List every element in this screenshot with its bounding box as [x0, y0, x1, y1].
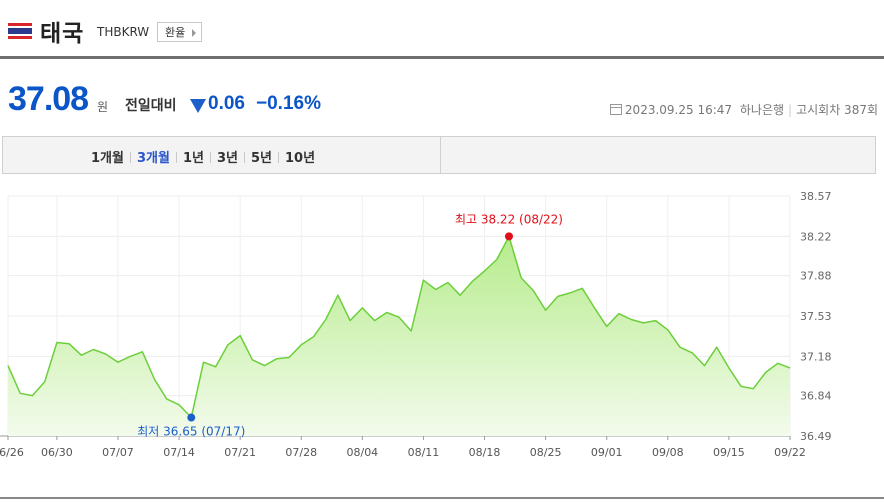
series-area — [8, 236, 790, 436]
series-line — [7, 235, 791, 419]
exchange-rate-chart: 38.57 38.22 37.88 37.53 37.18 36.84 36.49 06/26… — [0, 184, 884, 474]
x-tick-label: 06/26 — [0, 446, 24, 459]
bottom-divider — [0, 497, 884, 499]
period-tab-4[interactable]: 5년 — [250, 151, 272, 166]
x-tick-label: 06/30 — [41, 446, 73, 459]
low-point-label: 최저 36.65 (07/17) — [137, 425, 245, 439]
y-tick-label: 38.57 — [800, 190, 832, 203]
tab-separator — [209, 152, 211, 163]
x-tick-label: 07/14 — [163, 446, 195, 459]
down-arrow-icon — [190, 99, 206, 113]
tab-separator — [277, 152, 279, 163]
x-tick-label: 08/25 — [530, 446, 562, 459]
tabbar-divider — [440, 137, 441, 173]
period-tab-3[interactable]: 3년 — [216, 151, 238, 166]
thailand-flag-icon — [8, 23, 32, 39]
low-point-marker — [187, 413, 196, 422]
header-divider — [0, 56, 884, 59]
period-tab-1[interactable]: 3개월 — [136, 151, 170, 166]
y-tick-label: 37.88 — [800, 270, 832, 283]
x-tick-label: 07/21 — [224, 446, 256, 459]
period-tab-list: 1개월 3개월 1년 3년 5년 10년 — [91, 147, 315, 166]
quote-meta: 2023.09.25 16:47 하나은행 | 고시회차 387회 — [609, 101, 878, 118]
calendar-icon — [609, 104, 622, 115]
period-tabs: 1개월 3개월 1년 3년 5년 10년 — [2, 136, 876, 174]
chart-svg: 38.57 38.22 37.88 37.53 37.18 36.84 36.49 06/26… — [0, 190, 832, 459]
quote-datetime: 2023.09.25 16:47 — [624, 103, 733, 117]
x-tick-label: 08/04 — [346, 446, 378, 459]
tab-separator — [175, 152, 177, 163]
high-point-marker — [504, 232, 513, 241]
x-tick-label: 08/18 — [469, 446, 501, 459]
y-tick-label: 37.18 — [800, 350, 832, 363]
x-tick-label: 07/28 — [285, 446, 317, 459]
x-tick-label: 09/08 — [652, 446, 684, 459]
y-tick-label: 36.84 — [800, 390, 832, 403]
tab-separator — [129, 152, 131, 163]
chevron-right-icon — [192, 29, 197, 37]
period-tab-0[interactable]: 1개월 — [91, 151, 124, 166]
y-tick-label: 38.22 — [800, 230, 832, 243]
period-tab-5[interactable]: 10년 — [284, 151, 316, 166]
x-tick-label: 08/11 — [408, 446, 440, 459]
price-change-percent: −0.16% — [256, 93, 321, 114]
y-tick-label: 36.49 — [800, 430, 832, 443]
x-tick-label: 09/22 — [774, 446, 806, 459]
country-name: 태국 — [40, 21, 85, 47]
x-tick-label: 09/15 — [713, 446, 745, 459]
page-header: 태국 THBKRW 환율 — [0, 0, 884, 59]
exchange-rate-button-label: 환율 — [165, 26, 186, 39]
notice-round: 고시회차 387회 — [796, 103, 878, 117]
currency-code: THBKRW — [97, 25, 150, 39]
x-tick-label: 07/07 — [102, 446, 134, 459]
exchange-rate-button[interactable]: 환율 — [157, 22, 203, 42]
period-tab-2[interactable]: 1년 — [182, 151, 204, 166]
price-unit: 원 — [97, 100, 109, 114]
compare-label: 전일대비 — [125, 98, 177, 114]
tab-separator — [243, 152, 245, 163]
x-tick-label: 09/01 — [591, 446, 623, 459]
current-price: 37.08 — [8, 80, 89, 118]
price-change: 0.06 — [208, 93, 245, 114]
y-tick-label: 37.53 — [800, 310, 832, 323]
high-point-label: 최고 38.22 (08/22) — [455, 212, 563, 226]
bank-name: 하나은행 — [739, 103, 785, 117]
